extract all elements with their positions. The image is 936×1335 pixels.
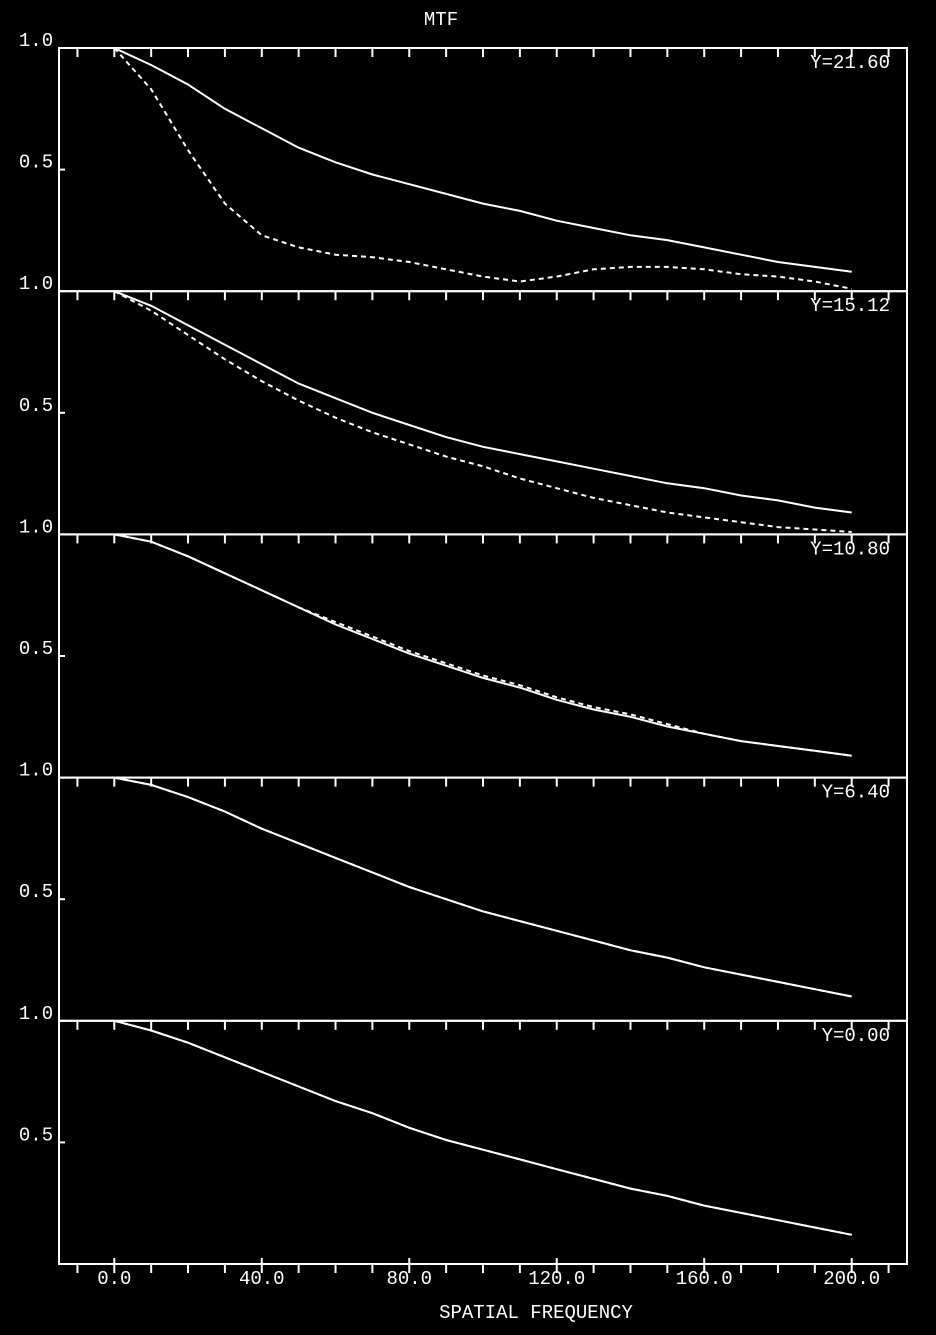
x-tick-label: 80.0 <box>386 1268 432 1290</box>
panel-annotation: Y=0.00 <box>822 1025 890 1047</box>
mtf-curve <box>113 47 852 273</box>
y-tick-label: 1.0 <box>19 516 53 538</box>
panel-annotation: Y=10.80 <box>810 538 890 560</box>
panel-annotation: Y=6.40 <box>822 782 890 804</box>
y-tick-label: 1.0 <box>19 1003 53 1025</box>
mtf-curve <box>114 1019 852 1236</box>
panel-annotation: Y=21.60 <box>810 52 890 74</box>
y-tick-label: 0.5 <box>19 881 53 903</box>
mtf-curve <box>113 290 852 514</box>
y-tick-label: 1.0 <box>19 273 53 295</box>
mtf-curve <box>114 533 852 757</box>
y-tick-label: 0.5 <box>19 395 53 417</box>
x-tick-label: 120.0 <box>528 1268 585 1290</box>
x-tick-label: 160.0 <box>676 1268 733 1290</box>
x-tick-label: 0.0 <box>97 1268 131 1290</box>
chart-title: MTF <box>424 9 458 31</box>
y-tick-label: 0.5 <box>19 638 53 660</box>
mtf-curve <box>114 776 852 998</box>
x-axis-label: SPATIAL FREQUENCY <box>439 1302 633 1324</box>
y-tick-label: 0.5 <box>19 152 53 174</box>
mtf-curve <box>113 290 852 533</box>
y-tick-label: 0.5 <box>19 1124 53 1146</box>
panel-annotation: Y=15.12 <box>810 295 890 317</box>
y-tick-label: 1.0 <box>19 760 53 782</box>
y-tick-label: 1.0 <box>19 30 53 52</box>
x-tick-label: 200.0 <box>823 1268 880 1290</box>
mtf-curve <box>113 47 852 290</box>
x-tick-label: 40.0 <box>239 1268 285 1290</box>
